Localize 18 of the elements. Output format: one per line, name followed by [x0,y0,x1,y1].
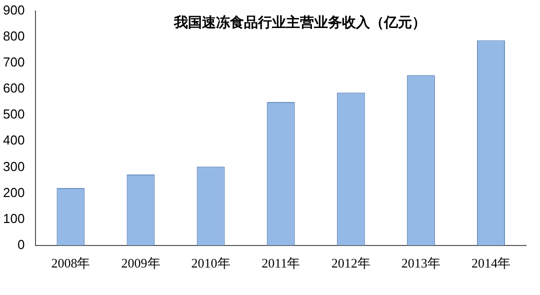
y-tick-label: 400 [2,132,25,148]
x-tick-label: 2012年 [331,256,370,271]
y-tick-label: 500 [2,106,25,122]
y-tick-label: 600 [2,80,25,96]
y-tick-label: 700 [2,54,25,70]
x-tick-label: 2014年 [471,256,510,271]
x-tick-label: 2011年 [262,256,300,271]
y-tick-label: 100 [2,210,25,226]
y-tick-label: 800 [2,28,25,44]
y-tick-label: 0 [17,236,25,252]
y-tick-label: 200 [2,184,25,200]
x-tick-label: 2009年 [121,256,160,271]
x-tick-label: 2013年 [401,256,440,271]
y-tick-label: 300 [2,158,25,174]
chart-title: 我国速冻食品行业主营业务收入（亿元） [172,14,427,32]
x-tick-label: 2010年 [191,256,230,271]
x-tick-label: 2008年 [51,256,90,271]
y-tick-label: 900 [2,2,25,18]
